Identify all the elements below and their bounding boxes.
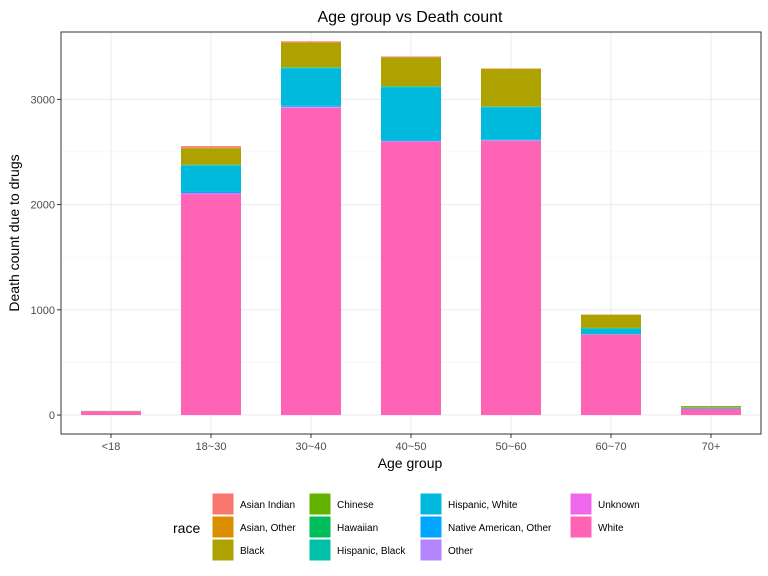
legend-label: Chinese [337, 500, 374, 511]
y-tick-label: 1000 [31, 305, 55, 317]
bar-segment [281, 41, 341, 43]
legend-label: Asian Indian [240, 500, 295, 511]
bar-segment [181, 165, 241, 192]
legend-key [308, 492, 332, 516]
bar-segment [381, 140, 441, 142]
legend-label: Black [240, 546, 265, 557]
legend-key [419, 515, 443, 539]
bar-segment [181, 148, 241, 165]
bar-segment [281, 42, 341, 68]
bar-segment [581, 334, 641, 416]
x-tick-label: 50~60 [496, 441, 527, 453]
legend-label: Asian, Other [240, 523, 296, 534]
x-tick-label: 60~70 [596, 441, 627, 453]
bar-segment [281, 68, 341, 106]
bar-segment [181, 194, 241, 416]
bar-segment [681, 408, 741, 416]
bar-segment [381, 86, 441, 88]
legend-key [211, 492, 235, 516]
bar-segment [381, 141, 441, 416]
bar-segment [281, 107, 341, 108]
x-tick-label: 18~30 [196, 441, 227, 453]
x-tick-label: 70+ [702, 441, 721, 453]
bar-segment [181, 193, 241, 194]
legend-key [419, 492, 443, 516]
bar-segment [181, 147, 241, 149]
bar-segment [581, 314, 641, 328]
y-axis-title: Death count due to drugs [6, 154, 22, 311]
x-tick-label: <18 [102, 441, 121, 453]
bar-segment [281, 67, 341, 69]
x-axis-ticks: <18 18~30 30~40 40~50 50~60 60~70 70+ [102, 434, 721, 453]
x-tick-label: 30~40 [296, 441, 327, 453]
bar-segment [381, 57, 441, 58]
x-tick-label: 40~50 [396, 441, 427, 453]
bar-segment [281, 42, 341, 43]
bar-segment [581, 328, 641, 335]
y-tick-label: 0 [49, 410, 55, 422]
bar-segment [181, 146, 241, 148]
bar-segment [481, 69, 541, 107]
bars [81, 41, 741, 416]
bar-segment [381, 87, 441, 141]
bar-segment [181, 165, 241, 166]
legend-key [569, 515, 593, 539]
legend-label: Hispanic, Black [337, 546, 406, 557]
bar-segment [281, 105, 341, 107]
y-tick-label: 3000 [31, 94, 55, 106]
bar-segment [481, 139, 541, 141]
chart-title: Age group vs Death count [317, 9, 503, 26]
bar-segment [481, 107, 541, 140]
legend-label: Hispanic, White [448, 500, 518, 511]
legend-label: Other [448, 546, 474, 557]
legend-key [308, 515, 332, 539]
legend-key [211, 538, 235, 562]
legend-key [211, 515, 235, 539]
bar-segment [381, 141, 441, 142]
bar-segment [681, 406, 741, 408]
bar-segment [281, 107, 341, 416]
bar-segment [681, 407, 741, 409]
bar-segment [281, 106, 341, 108]
bar-segment [381, 57, 441, 86]
bar-segment [81, 411, 141, 416]
y-axis-ticks: 0 1000 2000 3000 [31, 94, 61, 422]
bar-segment [481, 140, 541, 416]
legend-label: Unknown [598, 500, 640, 511]
bar-segment [181, 191, 241, 194]
legend-title: race [173, 520, 200, 536]
legend-key [308, 538, 332, 562]
legend-key [569, 492, 593, 516]
legend-label: Native American, Other [448, 523, 552, 534]
x-axis-title: Age group [378, 455, 443, 471]
legend: race Asian Indian Asian, Other Black Chines… [173, 492, 640, 562]
legend-key [419, 538, 443, 562]
bar-segment [381, 56, 441, 58]
y-tick-label: 2000 [31, 200, 55, 212]
bar-segment [181, 193, 241, 195]
legend-label: Hawaiian [337, 523, 378, 534]
legend-label: White [598, 523, 624, 534]
